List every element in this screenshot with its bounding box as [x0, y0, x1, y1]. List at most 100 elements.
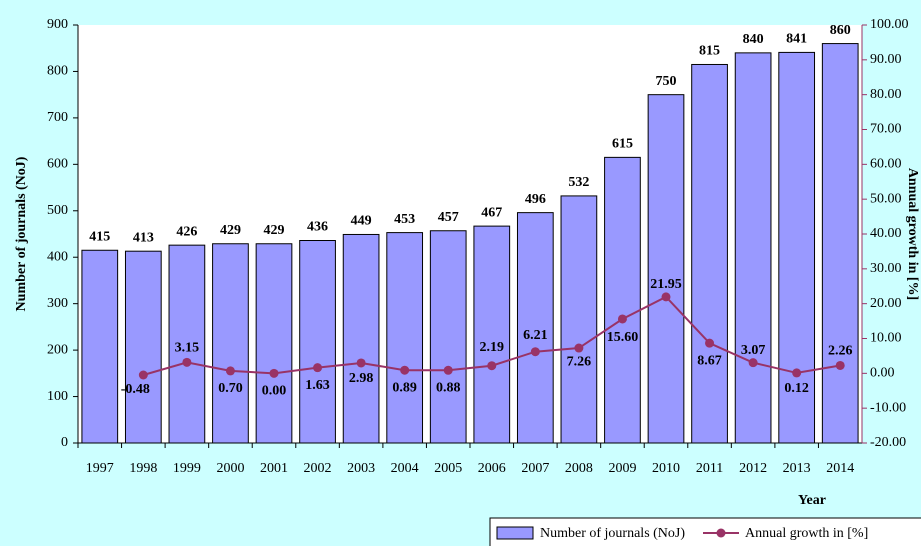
x-tick-label: 2010: [652, 461, 680, 476]
bar: [821, 43, 859, 444]
growth-marker: [356, 358, 366, 368]
growth-label: 21.95: [650, 277, 682, 292]
y2-tick-label: -10.00: [870, 400, 906, 415]
bar: [516, 212, 554, 444]
growth-marker: [574, 343, 584, 353]
x-axis-label: Year: [798, 493, 826, 508]
x-tick-label: 2002: [304, 461, 332, 476]
x-tick-label: 2006: [478, 461, 506, 476]
bar: [778, 51, 816, 444]
growth-marker: [269, 368, 279, 378]
y2-tick-label: 100.00: [870, 17, 909, 32]
bar-label: 449: [351, 214, 372, 229]
bar-label: 453: [394, 212, 415, 227]
bar-label: 532: [568, 175, 589, 190]
x-tick-label: 1998: [129, 461, 157, 476]
growth-label: 0.89: [392, 380, 417, 395]
x-tick-label: 2009: [608, 461, 636, 476]
bar: [124, 250, 162, 444]
y2-tick-label: 10.00: [870, 331, 902, 346]
growth-label: 15.60: [607, 330, 639, 345]
bar: [429, 230, 467, 444]
growth-label: 3.15: [175, 341, 200, 356]
y2-axis-label: Annual growth in [%]: [905, 168, 920, 300]
bar: [691, 63, 728, 444]
y2-tick-label: 60.00: [870, 157, 902, 172]
legend-marker: [716, 528, 726, 538]
y-tick-label: 700: [47, 110, 68, 125]
y2-tick-label: 30.00: [870, 261, 902, 276]
bar: [299, 240, 336, 444]
growth-label: -0.48: [121, 382, 150, 397]
bar-label: 860: [830, 23, 851, 38]
x-tick-label: 1997: [86, 461, 114, 476]
growth-label: 2.19: [480, 340, 505, 355]
x-tick-label: 2000: [216, 461, 244, 476]
y2-tick-label: 80.00: [870, 87, 902, 102]
growth-marker: [182, 357, 192, 367]
growth-label: 0.12: [784, 381, 809, 396]
bar: [647, 94, 685, 444]
bar-label: 496: [525, 192, 546, 207]
bar: [342, 233, 380, 444]
y2-tick-label: -20.00: [870, 435, 906, 450]
y-tick-label: 300: [47, 296, 68, 311]
growth-label: 6.21: [523, 328, 548, 343]
growth-marker: [792, 368, 802, 378]
x-tick-label: 2001: [260, 461, 288, 476]
bar-label: 841: [786, 32, 807, 47]
bar-label: 429: [220, 223, 241, 238]
y2-tick-label: 0.00: [870, 366, 895, 381]
growth-marker: [530, 347, 540, 357]
x-tick-label: 2008: [565, 461, 593, 476]
bar: [386, 232, 424, 444]
growth-marker: [225, 366, 235, 376]
y-tick-label: 800: [47, 64, 68, 79]
growth-marker: [835, 360, 845, 370]
growth-label: 8.67: [697, 353, 722, 368]
bar: [473, 225, 511, 444]
y-tick-label: 400: [47, 249, 68, 264]
bar-label: 840: [743, 32, 764, 47]
y-tick-label: 200: [47, 342, 68, 357]
bar-label: 426: [176, 224, 197, 239]
bar: [255, 243, 293, 444]
growth-marker: [705, 338, 715, 348]
y2-tick-label: 40.00: [870, 226, 902, 241]
x-tick-label: 2004: [391, 461, 419, 476]
y-tick-label: 0: [61, 435, 68, 450]
legend-label: Number of journals (NoJ): [540, 526, 685, 541]
growth-label: 7.26: [567, 354, 592, 369]
x-tick-label: 1999: [173, 461, 201, 476]
growth-label: 1.63: [305, 378, 330, 393]
growth-label: 0.70: [218, 381, 243, 396]
x-tick-label: 2013: [783, 461, 811, 476]
x-tick-label: 2007: [521, 461, 549, 476]
y2-tick-label: 70.00: [870, 122, 902, 137]
growth-marker: [487, 361, 497, 371]
bar: [81, 249, 119, 444]
bar-label: 429: [264, 223, 285, 238]
bar-label: 415: [89, 229, 110, 244]
growth-label: 0.00: [262, 384, 287, 399]
y2-tick-label: 90.00: [870, 52, 902, 67]
bar: [734, 52, 772, 444]
bar-label: 615: [612, 137, 633, 152]
y2-tick-label: 50.00: [870, 191, 902, 206]
y-axis-label: Number of journals (NoJ): [14, 156, 29, 311]
bar: [604, 156, 641, 444]
bar: [212, 243, 249, 444]
bar-label: 750: [656, 74, 677, 89]
x-tick-label: 2011: [696, 461, 723, 476]
legend-label: Annual growth in [%]: [745, 526, 868, 541]
x-tick-label: 2012: [739, 461, 767, 476]
y2-tick-label: 20.00: [870, 296, 902, 311]
growth-marker: [443, 365, 453, 375]
bar: [560, 195, 598, 444]
growth-marker: [748, 358, 758, 368]
plot-area: [78, 25, 862, 443]
bar-label: 815: [699, 44, 720, 59]
growth-marker: [313, 363, 323, 373]
y-tick-label: 100: [47, 389, 68, 404]
